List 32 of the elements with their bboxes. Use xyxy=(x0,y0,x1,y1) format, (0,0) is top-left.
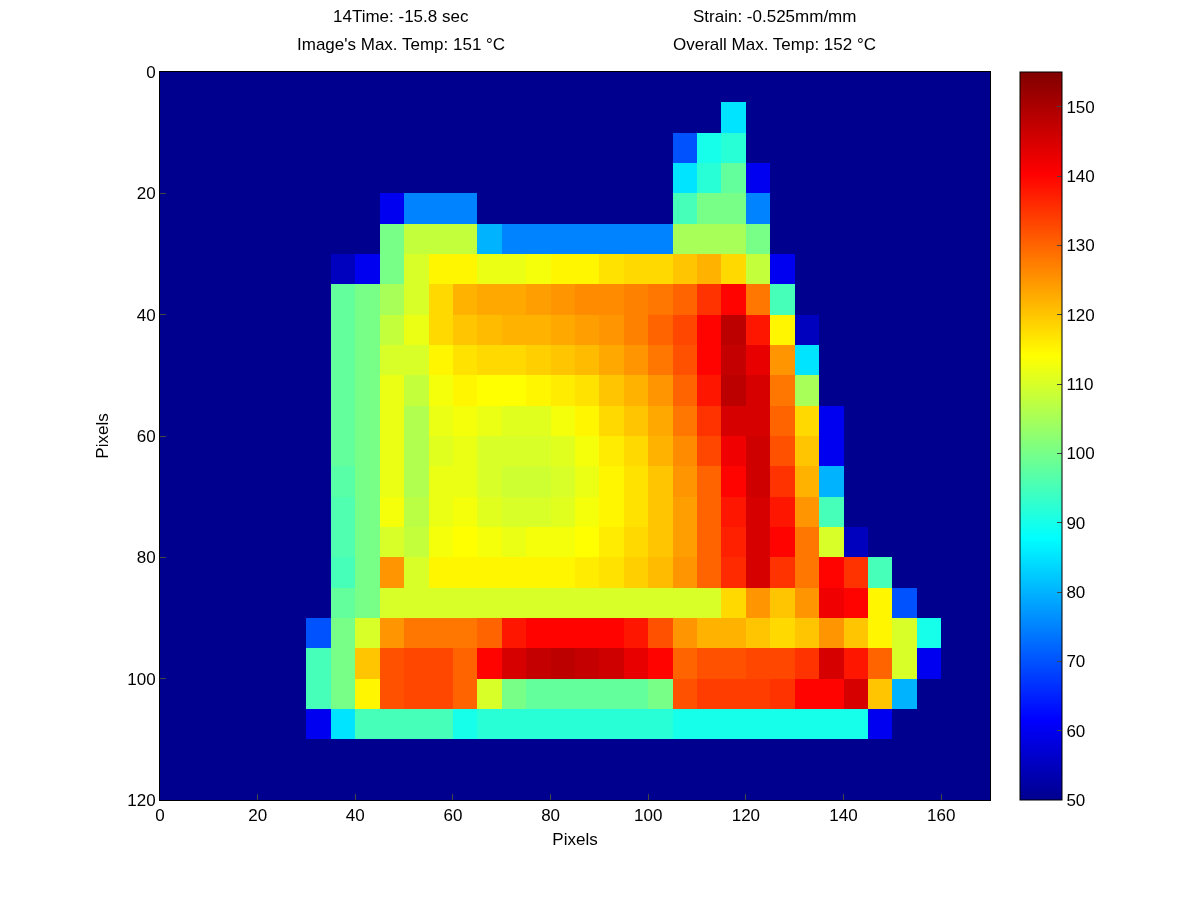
x-tick-label: 20 xyxy=(248,806,268,826)
x-tick-label: 40 xyxy=(345,806,365,826)
y-tick-label: 0 xyxy=(146,62,156,82)
text: Strain: -0.525mm/mm xyxy=(693,7,857,26)
color-bar-label: 70 xyxy=(1066,652,1086,672)
x-tick-label: 60 xyxy=(443,806,463,826)
y-tick-label: 40 xyxy=(136,305,156,325)
text: Image's Max. Temp: 151 °C xyxy=(297,35,506,54)
y-tick-label: 60 xyxy=(136,426,156,446)
text: Overall Max. Temp: 152 °C xyxy=(673,35,877,54)
color-bar-label: 150 xyxy=(1066,97,1095,117)
color-bar-label: 60 xyxy=(1066,721,1086,741)
y-tick-label: 120 xyxy=(127,790,156,810)
y-tick-label: 80 xyxy=(136,548,156,568)
x-axis-title: Pixels xyxy=(552,829,598,849)
color-bar-label: 90 xyxy=(1066,513,1086,533)
color-bar-label: 100 xyxy=(1066,444,1095,464)
x-tick-label: 120 xyxy=(731,806,761,826)
color-bar-label: 130 xyxy=(1066,236,1095,256)
color-bar-label: 120 xyxy=(1066,305,1095,325)
x-tick-label: 140 xyxy=(829,806,858,826)
color-bar-label: 110 xyxy=(1066,374,1094,394)
y-tick-label: 20 xyxy=(136,184,156,204)
text: 14Time: -15.8 sec xyxy=(333,7,469,26)
color-bar-label: 80 xyxy=(1066,582,1086,602)
x-tick-label: 100 xyxy=(634,806,663,826)
x-tick-label: 80 xyxy=(541,806,561,826)
x-tick-label: 160 xyxy=(926,806,956,826)
color-bar-label: 140 xyxy=(1066,166,1095,186)
y-axis-title: Pixels xyxy=(92,413,112,459)
y-tick-label: 100 xyxy=(127,669,156,689)
color-bar-label: 50 xyxy=(1066,790,1086,810)
